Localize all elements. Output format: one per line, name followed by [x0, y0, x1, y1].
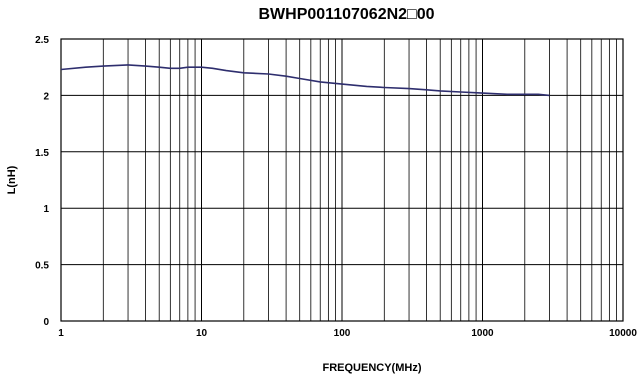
- y-axis-label: L(nH): [6, 165, 18, 194]
- y-tick-label: 1.5: [35, 148, 49, 159]
- y-tick-label: 2.5: [35, 35, 49, 46]
- y-tick-label: 1: [43, 204, 49, 215]
- chart-title: BWHP001107062N2□00: [0, 6, 638, 24]
- x-tick-label: 100: [334, 328, 351, 339]
- y-tick-label: 2: [43, 91, 49, 102]
- chart-title-text: BWHP001107062N2□00: [258, 6, 435, 23]
- plot-border: [60, 38, 624, 322]
- x-axis-label: FREQUENCY(MHz): [323, 362, 422, 374]
- x-tick-label: 1000: [471, 328, 494, 339]
- x-tick-label: 10: [196, 328, 208, 339]
- y-tick-label: 0: [43, 317, 49, 328]
- y-tick-label: 0.5: [35, 261, 49, 272]
- inductance-series-line: [60, 64, 550, 97]
- x-tick-label: 1: [58, 328, 64, 339]
- x-tick-label: 10000: [609, 328, 637, 339]
